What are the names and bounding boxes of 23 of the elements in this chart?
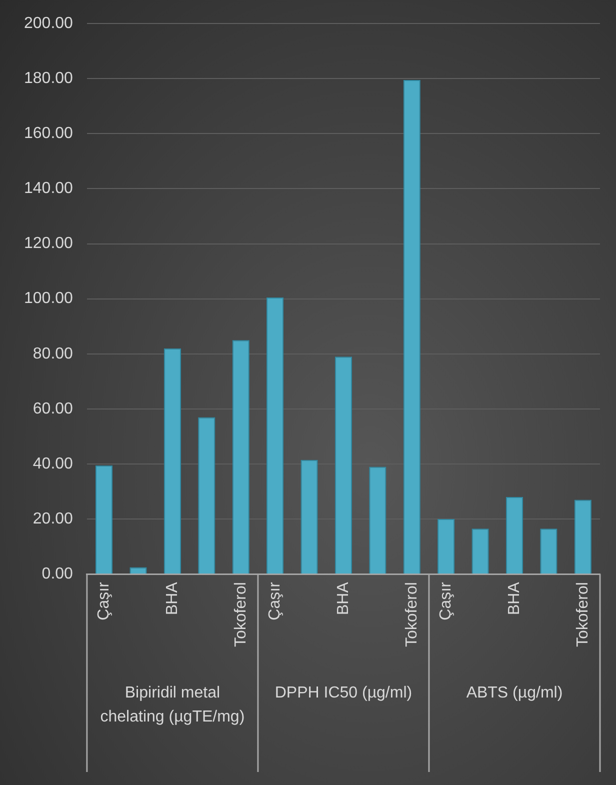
y-tick-label: 120.00: [24, 235, 74, 252]
y-tick-label: 40.00: [32, 455, 74, 472]
y-tick-label: 80.00: [32, 345, 74, 362]
y-tick-label: 200.00: [24, 15, 74, 32]
y-tick-label: 160.00: [24, 125, 74, 142]
x-tick-label: Tokoferol: [403, 582, 420, 647]
y-tick-label: 100.00: [24, 290, 74, 308]
text: Bipiridil metal chelating (µgTE/mg): [100, 684, 245, 726]
text: DPPH IC50 (µg/ml): [274, 684, 412, 702]
y-tick-label: 180.00: [24, 70, 74, 88]
text: ABTS (µg/ml): [466, 684, 563, 702]
x-tick-label: Çaşır: [266, 581, 284, 620]
x-tick-label: Tokoferol: [232, 582, 250, 647]
x-tick-label: BHA: [506, 582, 523, 615]
x-tick-label: Çaşır: [437, 581, 454, 620]
y-tick-label: 0.00: [42, 565, 74, 582]
x-tick-label: BHA: [334, 582, 352, 615]
y-tick-label: 60.00: [32, 400, 74, 418]
y-tick-label: 140.00: [24, 180, 74, 198]
x-tick-label: BHA: [164, 582, 181, 615]
y-tick-label: 20.00: [32, 510, 74, 528]
x-tick-label: Çaşır: [95, 581, 112, 620]
x-tick-label: Tokoferol: [574, 582, 592, 647]
